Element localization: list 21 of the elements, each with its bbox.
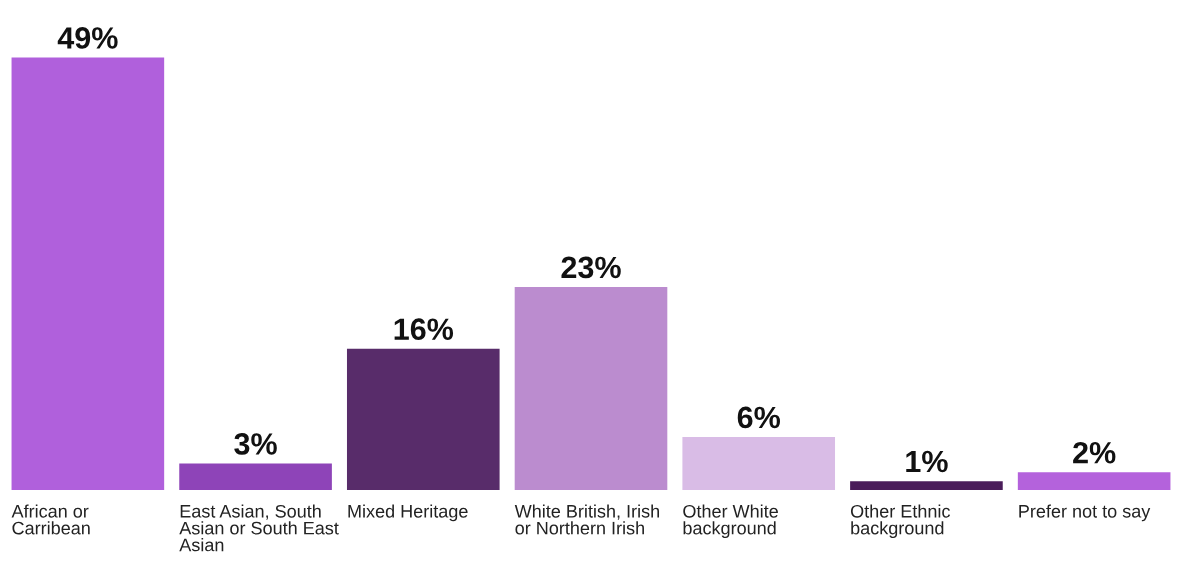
x-tick-label: Other Ethnic background — [850, 504, 950, 539]
bar — [11, 57, 165, 490]
data-label: 6% — [737, 406, 780, 429]
data-label: 1% — [906, 450, 948, 473]
data-label: 16% — [394, 318, 454, 340]
bar — [682, 437, 836, 490]
bar — [179, 463, 332, 490]
data-label: 49% — [57, 27, 118, 49]
data-label: 3% — [234, 433, 277, 455]
bar — [850, 481, 1003, 490]
x-tick-label: African or Carribean — [11, 504, 90, 535]
x-tick-label: White British, Irish or Northern Irish — [514, 504, 659, 535]
x-tick-label: East Asian, South Asian or South East Asian — [179, 504, 339, 552]
bar — [514, 287, 668, 490]
x-tick-label: Mixed Heritage — [348, 504, 468, 522]
data-label: 23% — [561, 256, 621, 279]
bar — [346, 348, 500, 490]
x-tick-label: Prefer not to say — [1019, 504, 1151, 522]
data-label: 2% — [1073, 441, 1116, 464]
x-tick-label: Other White background — [683, 504, 778, 539]
bar — [1017, 472, 1171, 490]
